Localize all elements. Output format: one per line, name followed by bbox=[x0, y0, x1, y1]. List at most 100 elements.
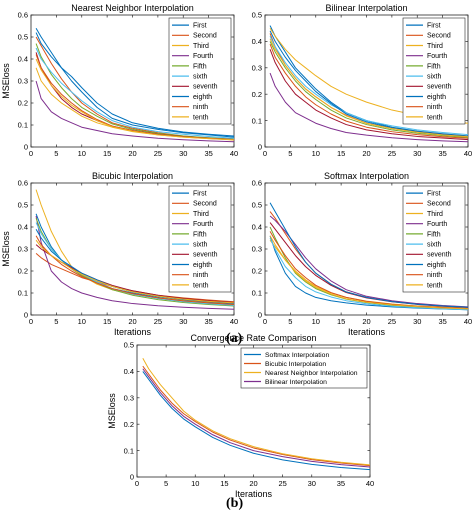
series-line-4 bbox=[35, 215, 234, 310]
legend-label: seventh bbox=[193, 84, 218, 91]
panel-label-a: (a) bbox=[226, 331, 243, 346]
x-tick-label: 5 bbox=[164, 479, 168, 488]
x-axis-label: Iterations bbox=[114, 327, 152, 337]
panel-label-b: (b) bbox=[226, 496, 244, 511]
x-tick-label: 0 bbox=[263, 317, 267, 326]
x-tick-label: 15 bbox=[103, 317, 111, 326]
legend-label: sixth bbox=[193, 242, 208, 249]
series-line-6 bbox=[269, 35, 468, 136]
series-line-6 bbox=[269, 237, 468, 311]
y-tick-label: 0.5 bbox=[18, 201, 28, 210]
x-tick-label: 10 bbox=[191, 479, 199, 488]
legend-label: Third bbox=[193, 211, 209, 218]
legend: Softmax Interpolation Bicubic Interpolati… bbox=[240, 347, 368, 389]
legend-label: Fifth bbox=[427, 231, 441, 238]
x-tick-label: 10 bbox=[312, 149, 320, 158]
chart-4: Softmax Interpolation 0 5 10 15 20 25 30 35 40 0 0.… bbox=[252, 171, 473, 337]
x-tick-label: 15 bbox=[220, 479, 228, 488]
legend: First Second Third Fourth Fifth sixth seventh e… bbox=[402, 185, 466, 293]
x-tick-label: 10 bbox=[78, 149, 86, 158]
x-tick-label: 0 bbox=[29, 317, 33, 326]
legend-label: First bbox=[193, 23, 207, 30]
x-tick-label: 25 bbox=[154, 317, 162, 326]
x-tick-label: 40 bbox=[464, 149, 472, 158]
legend-label: Third bbox=[427, 43, 443, 50]
y-tick-label: 0.6 bbox=[252, 179, 262, 188]
y-tick-label: 0.3 bbox=[252, 64, 262, 73]
y-tick-label: 0.4 bbox=[124, 367, 134, 376]
legend: First Second Third Fourth Fifth sixth seventh e… bbox=[168, 185, 232, 293]
chart-title: Bicubic Interpolation bbox=[92, 171, 173, 181]
legend-label: Fifth bbox=[427, 63, 441, 70]
x-tick-label: 35 bbox=[337, 479, 345, 488]
y-tick-label: 0.2 bbox=[18, 99, 28, 108]
y-tick-label: 0.2 bbox=[124, 420, 134, 429]
x-tick-label: 30 bbox=[413, 149, 421, 158]
x-tick-label: 10 bbox=[312, 317, 320, 326]
x-tick-label: 15 bbox=[337, 149, 345, 158]
legend-label: ninth bbox=[427, 104, 442, 111]
legend-label: Second bbox=[193, 33, 217, 40]
series-line-10 bbox=[35, 58, 234, 141]
y-tick-label: 0 bbox=[258, 143, 262, 152]
x-tick-label: 5 bbox=[54, 317, 58, 326]
y-tick-label: 0 bbox=[130, 473, 134, 482]
legend-label: Third bbox=[193, 43, 209, 50]
series-line-2 bbox=[142, 365, 370, 467]
x-tick-label: 25 bbox=[388, 317, 396, 326]
series-line-10 bbox=[269, 38, 468, 138]
y-tick-label: 0.2 bbox=[252, 267, 262, 276]
y-tick-label: 0.5 bbox=[124, 341, 134, 350]
x-tick-label: 35 bbox=[204, 317, 212, 326]
legend-label: eighth bbox=[427, 262, 446, 269]
x-tick-label: 20 bbox=[362, 317, 370, 326]
legend-label: eighth bbox=[193, 94, 212, 101]
x-tick-label: 25 bbox=[388, 149, 396, 158]
x-axis-label: Iterations bbox=[235, 489, 273, 499]
series-line-4 bbox=[269, 72, 468, 143]
x-tick-label: 35 bbox=[438, 149, 446, 158]
legend-label: Fifth bbox=[193, 63, 207, 70]
x-tick-label: 5 bbox=[288, 149, 292, 158]
x-axis-label: Iterations bbox=[348, 327, 386, 337]
chart-5: Convergence Rate Comparison 0 5 10 15 20 25 30 3… bbox=[107, 333, 374, 499]
series-line-8 bbox=[269, 30, 468, 137]
legend-label: seventh bbox=[427, 84, 452, 91]
y-tick-label: 0.1 bbox=[124, 446, 134, 455]
x-tick-label: 20 bbox=[128, 149, 136, 158]
x-tick-label: 0 bbox=[135, 479, 139, 488]
y-tick-label: 0.3 bbox=[18, 245, 28, 254]
y-axis-label: MSEloss bbox=[107, 393, 117, 429]
y-tick-label: 0.6 bbox=[18, 11, 28, 20]
legend-label: Fourth bbox=[193, 53, 213, 60]
legend-box bbox=[240, 347, 368, 389]
chart-title: Softmax Interpolation bbox=[324, 171, 409, 181]
legend-label: eighth bbox=[193, 262, 212, 269]
series-line-4 bbox=[269, 215, 468, 308]
legend-label: Bilinear Interpolation bbox=[265, 379, 327, 386]
series-line-7 bbox=[269, 49, 468, 141]
x-tick-label: 20 bbox=[128, 317, 136, 326]
legend-label: Second bbox=[427, 201, 451, 208]
legend: First Second Third Fourth Fifth sixth seventh e… bbox=[168, 17, 232, 125]
legend-label: Fourth bbox=[427, 53, 447, 60]
legend-label: ninth bbox=[427, 272, 442, 279]
x-tick-label: 40 bbox=[366, 479, 374, 488]
x-tick-label: 15 bbox=[103, 149, 111, 158]
legend-label: Third bbox=[427, 211, 443, 218]
y-tick-label: 0.3 bbox=[18, 77, 28, 86]
legend-label: tenth bbox=[427, 114, 443, 121]
y-axis-label: MSEloss bbox=[1, 63, 11, 99]
chart-title: Bilinear Interpolation bbox=[325, 3, 407, 13]
x-tick-label: 40 bbox=[230, 317, 238, 326]
y-tick-label: 0.2 bbox=[252, 90, 262, 99]
legend-label: ninth bbox=[193, 272, 208, 279]
y-tick-label: 0.1 bbox=[252, 116, 262, 125]
x-tick-label: 20 bbox=[249, 479, 257, 488]
y-tick-label: 0.4 bbox=[252, 223, 262, 232]
legend-label: seventh bbox=[193, 252, 218, 259]
chart-title: Nearest Neighbor Interpolation bbox=[71, 3, 194, 13]
series-line-6 bbox=[35, 47, 234, 139]
x-tick-label: 40 bbox=[464, 317, 472, 326]
